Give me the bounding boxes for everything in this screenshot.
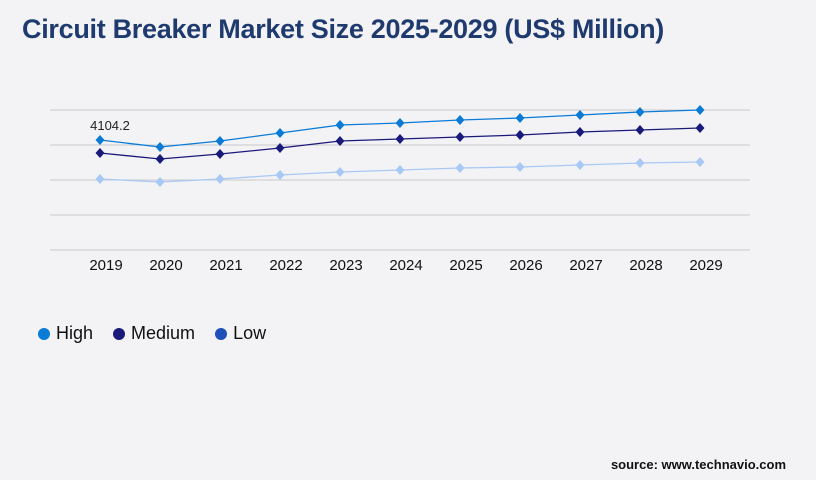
data-label: 4104.2 bbox=[90, 118, 130, 133]
data-point bbox=[335, 136, 345, 147]
data-point bbox=[395, 118, 405, 129]
data-point bbox=[695, 105, 705, 115]
x-tick-label: 2024 bbox=[389, 257, 422, 274]
legend-item-medium[interactable]: Medium bbox=[113, 323, 195, 344]
x-tick-label: 2027 bbox=[569, 257, 602, 274]
data-point bbox=[95, 174, 105, 185]
data-point bbox=[95, 148, 105, 159]
data-point bbox=[515, 113, 525, 124]
data-point bbox=[335, 167, 345, 178]
data-point bbox=[275, 170, 285, 181]
x-tick-label: 2020 bbox=[149, 257, 182, 274]
data-point bbox=[395, 134, 405, 145]
legend-label: High bbox=[56, 323, 94, 343]
legend-item-high[interactable]: High bbox=[38, 323, 93, 344]
data-point bbox=[215, 174, 225, 185]
x-tick-label: 2025 bbox=[449, 257, 482, 274]
data-point bbox=[635, 125, 645, 136]
data-point bbox=[455, 132, 465, 143]
data-point bbox=[455, 163, 465, 174]
x-tick-label: 2028 bbox=[629, 257, 662, 274]
data-point bbox=[395, 165, 405, 176]
data-point bbox=[575, 160, 585, 171]
source-note: source: www.technavio.com bbox=[610, 457, 786, 472]
legend-label: Medium bbox=[131, 323, 196, 343]
data-point bbox=[695, 123, 705, 134]
data-point bbox=[215, 136, 225, 147]
data-point bbox=[455, 115, 465, 126]
legend-swatch-high bbox=[38, 327, 50, 340]
legend-label: Low bbox=[233, 323, 267, 343]
data-point bbox=[575, 127, 585, 138]
x-tick-label: 2023 bbox=[329, 257, 362, 274]
legend-swatch-low bbox=[215, 327, 228, 340]
legend-swatch-medium bbox=[113, 327, 126, 340]
x-tick-label: 2021 bbox=[209, 257, 242, 274]
data-point bbox=[635, 158, 645, 169]
data-point bbox=[275, 143, 285, 154]
data-point bbox=[515, 162, 525, 173]
x-tick-label: 2026 bbox=[509, 257, 542, 274]
legend: High Medium Low bbox=[38, 323, 266, 344]
data-point bbox=[695, 157, 705, 168]
x-tick-label: 2019 bbox=[89, 257, 122, 274]
x-tick-label: 2029 bbox=[689, 257, 722, 274]
legend-item-low[interactable]: Low bbox=[215, 323, 266, 344]
data-point bbox=[635, 107, 645, 118]
data-point bbox=[155, 177, 165, 188]
data-point bbox=[215, 149, 225, 160]
data-point bbox=[515, 130, 525, 141]
x-tick-label: 2022 bbox=[269, 257, 302, 274]
data-point bbox=[335, 120, 345, 131]
data-point bbox=[155, 142, 165, 153]
data-point bbox=[275, 128, 285, 139]
data-point bbox=[575, 110, 585, 121]
data-point bbox=[95, 135, 105, 146]
chart-title: Circuit Breaker Market Size 2025-2029 (U… bbox=[22, 14, 664, 44]
data-point bbox=[155, 154, 165, 165]
